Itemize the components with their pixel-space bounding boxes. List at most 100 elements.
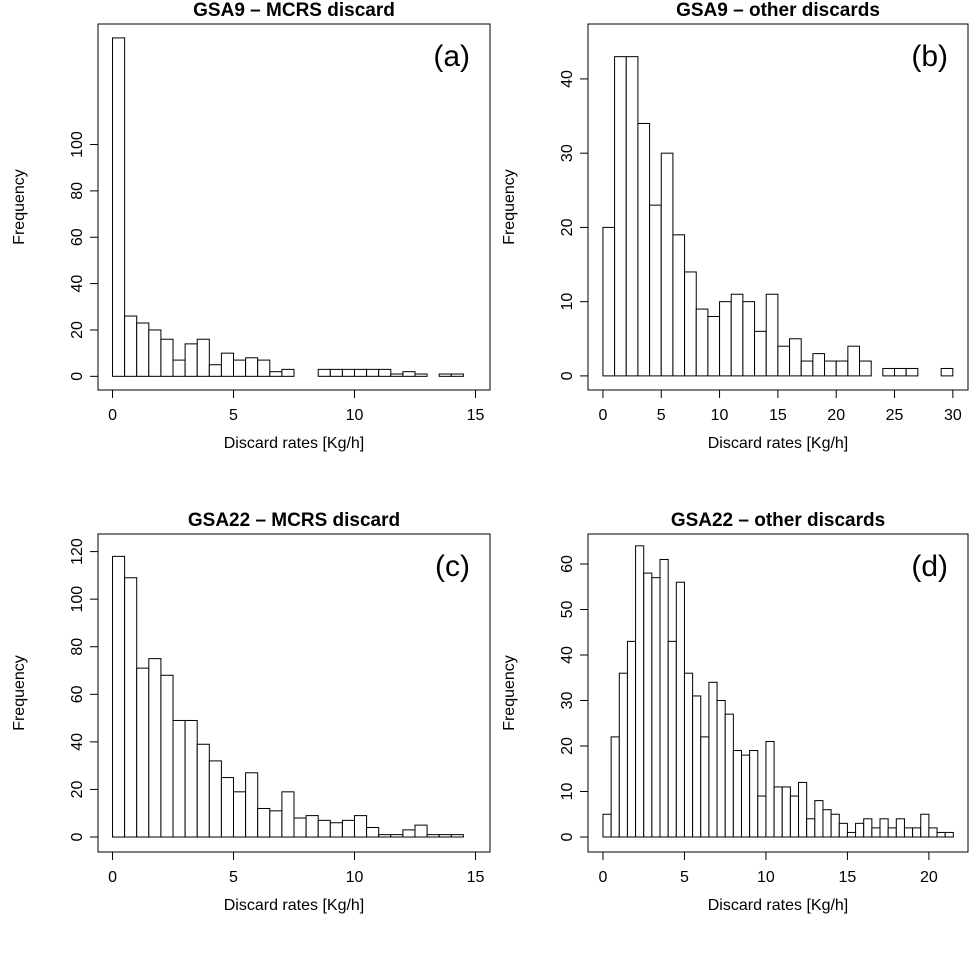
bar [695, 308, 709, 377]
bar [160, 338, 174, 377]
bar [626, 640, 637, 838]
panel-label: (d) [911, 550, 948, 583]
bar [757, 795, 767, 838]
x-tick-label: 5 [680, 869, 689, 886]
bar [944, 831, 954, 838]
bar [610, 736, 620, 838]
bar [754, 330, 767, 377]
y-tick-label: 0 [69, 372, 86, 381]
bar [789, 338, 802, 377]
bar [281, 368, 295, 377]
bar [800, 360, 814, 377]
y-tick-label: 40 [559, 70, 576, 88]
y-tick-label: 40 [69, 275, 86, 293]
plot-frame [97, 533, 491, 853]
bar [765, 740, 775, 838]
bar [390, 373, 404, 377]
bar [683, 672, 694, 838]
bar [830, 813, 840, 838]
bar [233, 791, 247, 838]
bar [887, 827, 897, 838]
bar [245, 357, 259, 377]
bar [716, 700, 726, 838]
y-tick-label: 30 [559, 144, 576, 162]
y-tick-label: 100 [69, 131, 86, 158]
x-tick-label: 10 [757, 869, 775, 886]
panel-label: (b) [911, 40, 948, 73]
bar [692, 695, 702, 838]
panel: GSA9 – other discards (b) 0 5 10 15 20 25 30 0 10 2… [501, 0, 969, 452]
bar [625, 56, 639, 377]
bar [341, 368, 355, 377]
plot-frame [97, 23, 491, 391]
bar [773, 786, 783, 838]
y-tick-label: 120 [69, 538, 86, 565]
x-tick-label: 0 [108, 407, 117, 424]
bar [777, 345, 791, 377]
bar [879, 818, 889, 838]
y-axis-title: Frequency [11, 655, 28, 731]
bar [660, 152, 674, 377]
bar [895, 818, 905, 838]
bar [700, 736, 710, 838]
bar [749, 750, 759, 838]
bar [835, 360, 849, 377]
panel: GSA9 – MCRS discard (a) 0 5 10 15 0 20 40 60 80 100… [11, 0, 491, 452]
bar [317, 819, 331, 838]
x-tick-label: 20 [920, 869, 938, 886]
chart-title: GSA9 – MCRS discard [193, 0, 395, 21]
bar [450, 834, 464, 838]
bar [920, 813, 930, 838]
x-tick-label: 5 [657, 407, 666, 424]
y-tick-label: 10 [559, 782, 576, 800]
y-tick-label: 60 [69, 228, 86, 246]
bar [905, 367, 919, 377]
bar [847, 345, 861, 377]
x-tick-label: 15 [467, 869, 485, 886]
bar [438, 834, 452, 838]
x-axis-title: Discard rates [Kg/h] [224, 435, 365, 452]
bar [317, 368, 331, 377]
bar [148, 658, 162, 838]
x-tick-label: 0 [108, 869, 117, 886]
bar [366, 368, 380, 377]
panel: GSA22 – other discards (d) 0 5 10 15 20 0 10 20 30… [501, 510, 969, 914]
bar [208, 760, 222, 838]
bar [148, 329, 162, 377]
bar [740, 754, 751, 838]
bar [882, 367, 896, 377]
bar [602, 813, 612, 838]
y-tick-label: 50 [559, 601, 576, 619]
x-axis-title: Discard rates [Kg/h] [708, 897, 849, 914]
bar [378, 368, 392, 377]
bar [855, 822, 865, 838]
bar [124, 315, 138, 377]
bar [366, 827, 380, 838]
bar [781, 786, 791, 838]
y-tick-label: 60 [69, 685, 86, 703]
y-tick-label: 80 [69, 182, 86, 200]
bar [390, 834, 404, 838]
x-tick-label: 30 [944, 407, 962, 424]
bar [293, 817, 307, 838]
bar [160, 674, 174, 838]
panel: GSA22 – MCRS discard (c) 0 5 10 15 0 20 40 60 80 10… [11, 510, 491, 914]
bar [912, 827, 922, 838]
bar [414, 373, 428, 377]
bar [112, 555, 126, 838]
x-axis-title: Discard rates [Kg/h] [224, 897, 365, 914]
bar [172, 359, 186, 377]
bar [742, 301, 756, 377]
y-tick-label: 80 [69, 638, 86, 656]
y-tick-label: 20 [69, 321, 86, 339]
bar [450, 373, 464, 377]
bar [136, 322, 150, 377]
bar [184, 343, 198, 377]
x-tick-label: 25 [886, 407, 904, 424]
bar [208, 364, 222, 377]
plot-frame [587, 533, 969, 853]
y-tick-label: 20 [559, 218, 576, 236]
panel-label: (c) [435, 550, 470, 583]
bar [824, 360, 837, 377]
